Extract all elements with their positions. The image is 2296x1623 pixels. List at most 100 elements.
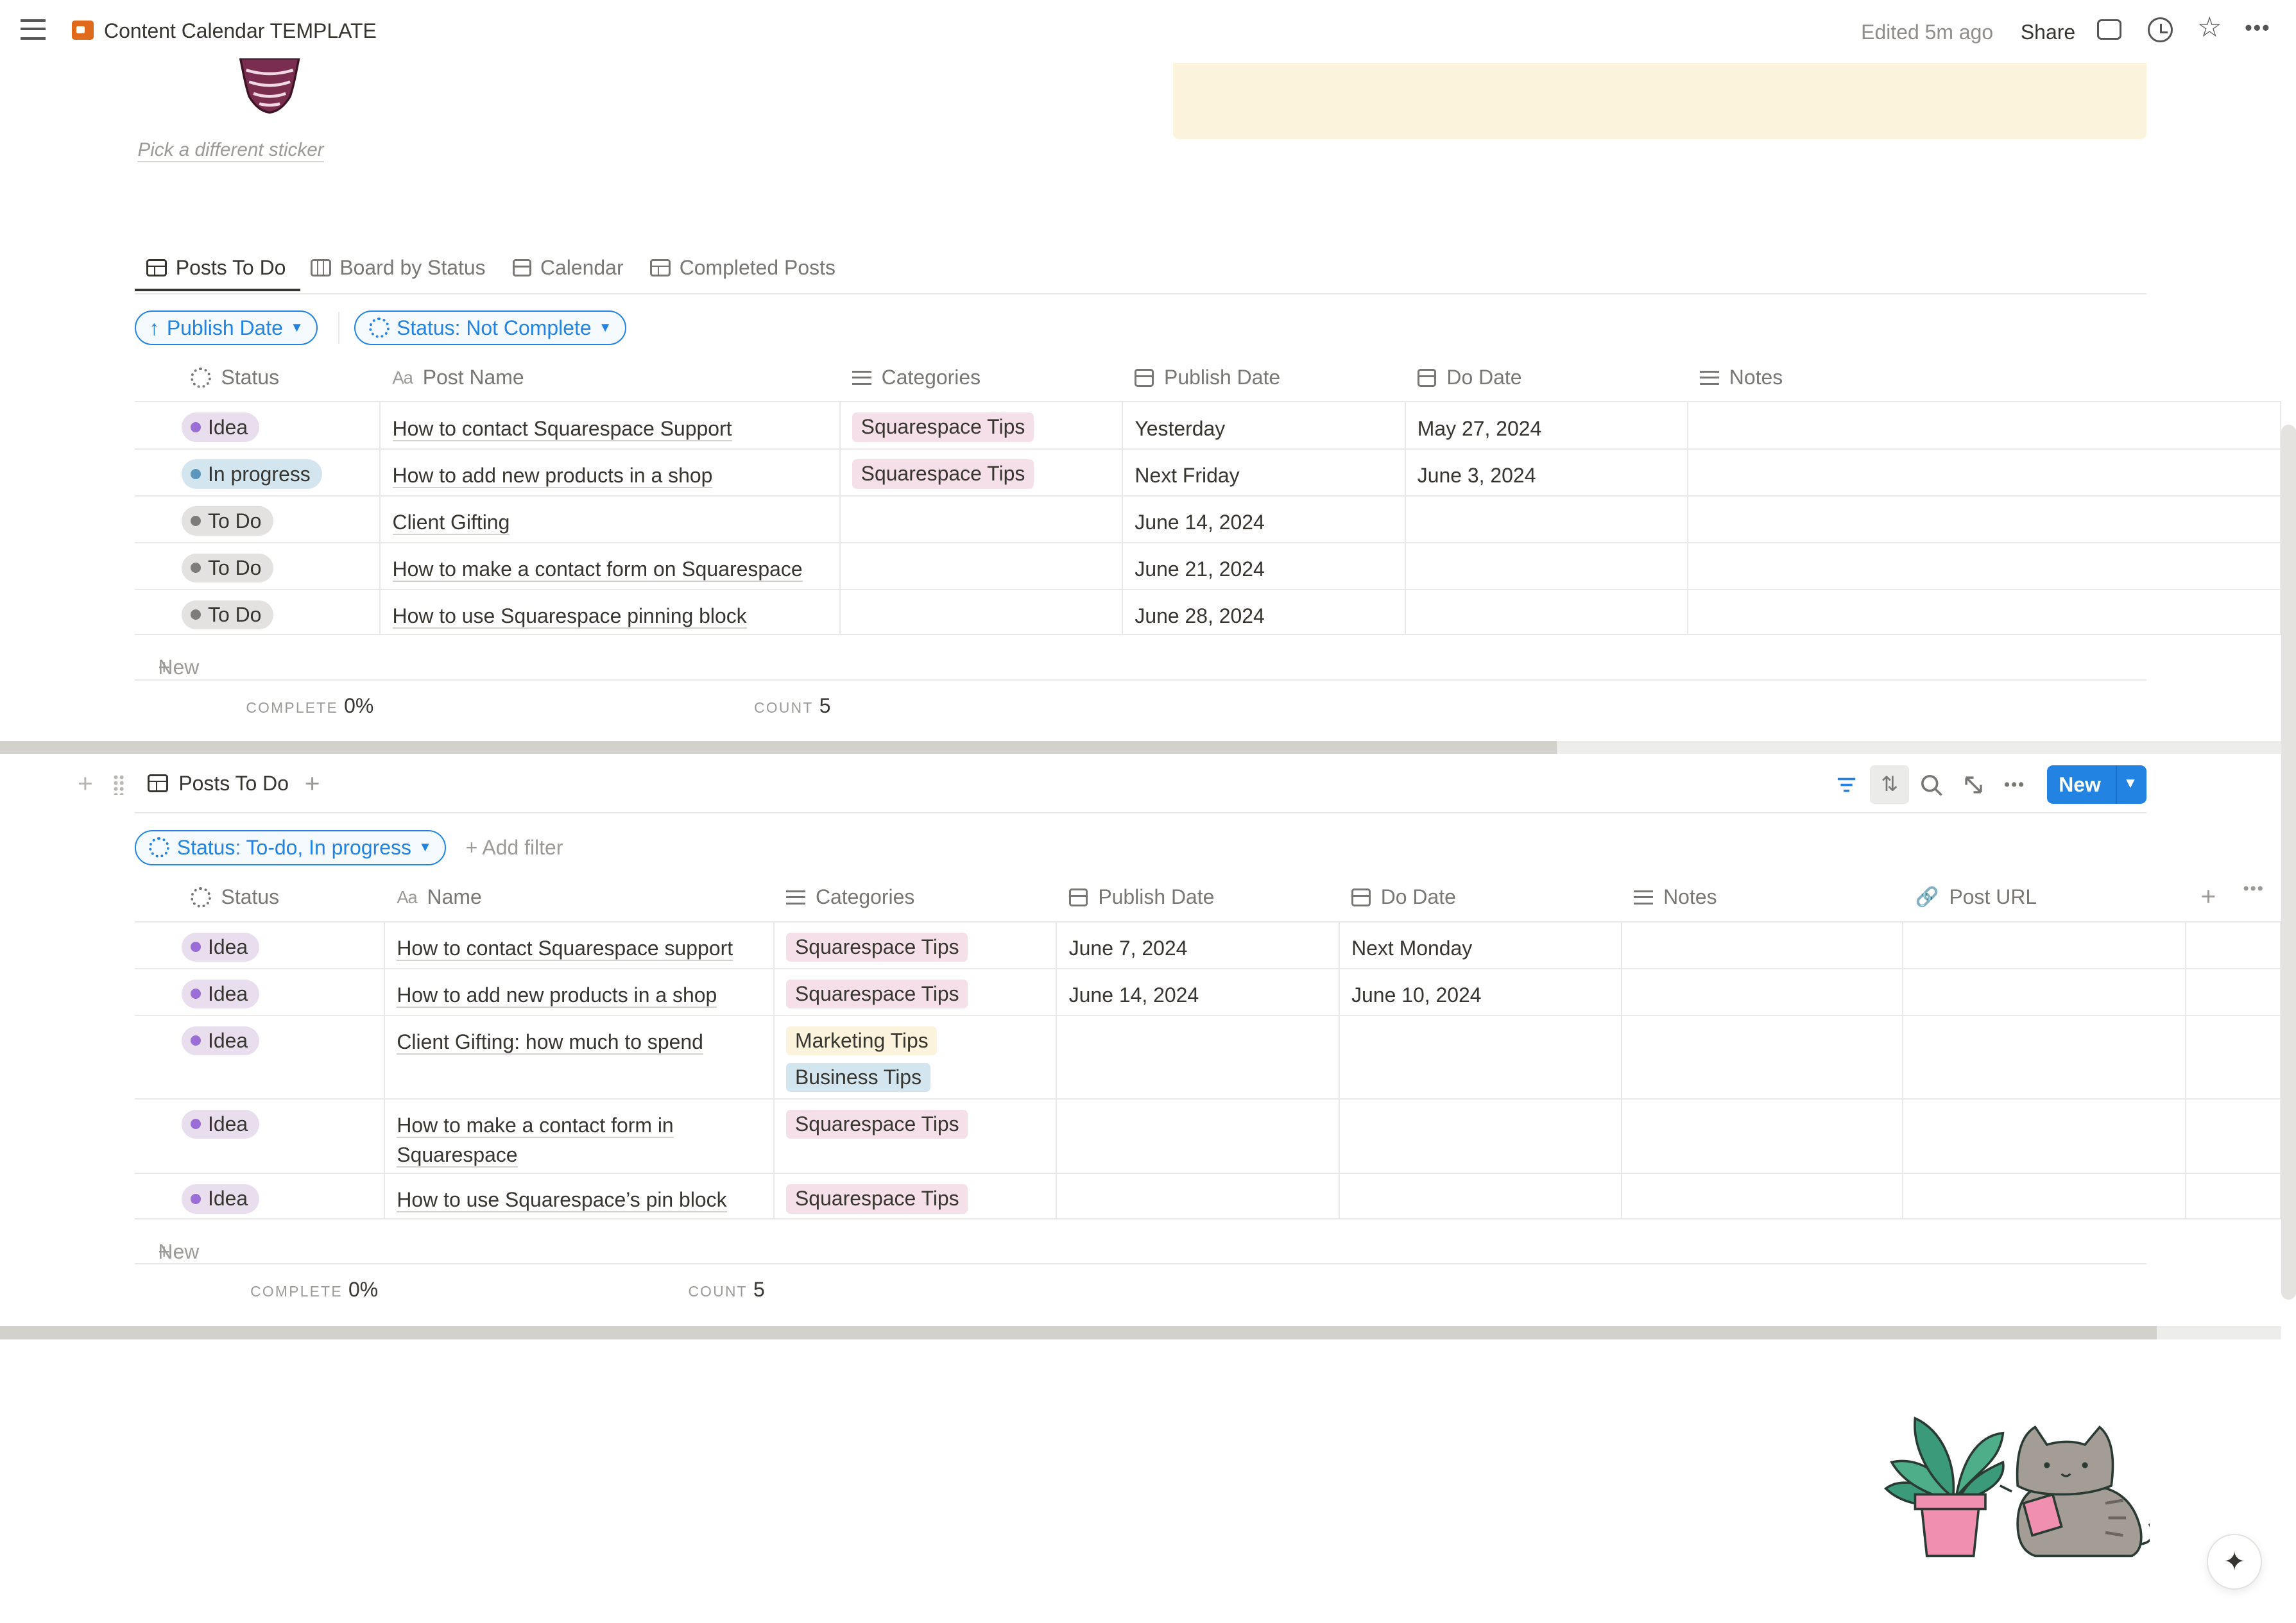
post-name[interactable]: How to contact Squarespace support [397,936,733,961]
status-badge[interactable]: Idea [181,1109,260,1139]
categories-cell[interactable]: Squarespace Tips [841,402,1124,448]
publish-date-cell[interactable]: June 7, 2024 [1057,922,1340,968]
share-button[interactable]: Share [2020,20,2076,44]
table-row[interactable]: Idea How to use Squarespace’s pin block S… [134,1174,2282,1219]
post-name[interactable]: Client Gifting: how much to spend [397,1030,703,1055]
name-cell[interactable]: Client Gifting: how much to spend [385,1015,775,1098]
status-badge[interactable]: Idea [181,932,260,962]
comment-icon[interactable] [2096,19,2122,40]
vertical-scrollbar[interactable] [2281,424,2296,1300]
column-header[interactable]: Do Date [1351,885,1456,909]
empty-cell[interactable] [1688,449,2282,495]
table-row[interactable]: Idea How to contact Squarespace support S… [134,922,2282,969]
status-cell[interactable]: Idea [135,1174,386,1218]
horizontal-scrollbar[interactable] [0,1326,2282,1339]
post-name[interactable]: How to add new products in a shop [397,983,717,1008]
star-icon[interactable]: ☆ [2197,12,2222,43]
category-tag[interactable]: Squarespace Tips [852,459,1034,489]
do-date-cell[interactable] [1406,543,1688,589]
table-row[interactable]: Idea How to add new products in a shop Sq… [134,969,2282,1016]
more-options-icon[interactable]: ••• [2004,775,2026,794]
table-row[interactable]: To Do How to use Squarespace pinning blo… [134,590,2282,636]
empty-cell[interactable] [2186,1174,2282,1218]
empty-cell[interactable] [1622,1099,1904,1173]
pick-sticker-link[interactable]: Pick a different sticker [137,139,324,162]
do-date-cell[interactable]: May 27, 2024 [1406,402,1688,448]
tab-calendar[interactable]: Calendar [512,251,624,284]
more-icon[interactable]: ••• [2245,15,2271,39]
status-badge[interactable]: Idea [181,1184,260,1214]
post-name[interactable]: How to make a contact form on Squarespac… [392,557,803,582]
history-icon[interactable] [2148,17,2173,43]
name-cell[interactable]: Client Gifting [381,496,841,542]
name-cell[interactable]: How to add new products in a shop [381,449,841,495]
status-filter-pill[interactable]: Status: Not Complete ▼ [354,310,626,346]
tab-posts-to-do[interactable]: Posts To Do [146,251,286,284]
empty-cell[interactable] [1903,969,2186,1015]
column-header[interactable]: Aa Post Name [393,366,524,389]
horizontal-scrollbar[interactable] [0,740,2282,754]
filter-icon[interactable] [1833,772,1860,798]
status-cell[interactable]: To Do [135,496,381,542]
name-cell[interactable]: How to make a contact form on Squarespac… [381,543,841,589]
menu-icon[interactable] [20,19,46,40]
do-date-cell[interactable] [1406,496,1688,542]
status-badge[interactable]: In progress [181,459,323,489]
category-tag[interactable]: Squarespace Tips [786,1184,968,1214]
do-date-cell[interactable] [1340,1015,1623,1098]
category-tag[interactable]: Squarespace Tips [786,932,968,962]
table-row[interactable]: In progress How to add new products in a… [134,449,2282,497]
column-header[interactable]: Notes [1700,366,1783,389]
status-badge[interactable]: To Do [181,506,273,536]
publish-date-cell[interactable]: June 21, 2024 [1123,543,1406,589]
categories-cell[interactable] [841,590,1124,634]
database-title[interactable]: Posts To Do [148,772,289,795]
column-header[interactable]: Categories [786,885,914,909]
do-date-cell[interactable] [1406,590,1688,634]
status-cell[interactable]: To Do [135,543,381,589]
empty-cell[interactable] [1622,969,1904,1015]
do-date-cell[interactable] [1340,1099,1623,1173]
publish-date-cell[interactable]: June 28, 2024 [1123,590,1406,634]
tab-board-by-status[interactable]: Board by Status [310,251,486,284]
empty-cell[interactable] [1622,1015,1904,1098]
column-header[interactable]: Aa Name [397,885,481,909]
empty-cell[interactable] [2186,1099,2282,1173]
column-header[interactable]: Status [190,366,279,389]
table-row[interactable]: Idea Client Gifting: how much to spend Ma… [134,1015,2282,1100]
categories-cell[interactable] [841,543,1124,589]
table-row[interactable]: Idea How to contact Squarespace Support S… [134,402,2282,450]
post-name[interactable]: How to contact Squarespace Support [392,416,732,441]
status-badge[interactable]: Idea [181,979,260,1009]
empty-cell[interactable] [1688,543,2282,589]
status-cell[interactable]: Idea [135,969,386,1015]
status-cell[interactable]: Idea [135,922,386,968]
post-name[interactable]: How to use Squarespace’s pin block [397,1188,727,1213]
column-header[interactable]: 🔗 Post URL [1915,885,2037,909]
do-date-cell[interactable]: Next Monday [1340,922,1623,968]
categories-cell[interactable]: Marketing Tips Business Tips [775,1015,1058,1098]
column-more-icon[interactable]: ••• [2243,879,2265,898]
name-cell[interactable]: How to use Squarespace pinning block [381,590,841,634]
add-column-icon[interactable]: + [2200,881,2216,911]
empty-cell[interactable] [1903,922,2186,968]
publish-date-cell[interactable]: June 14, 2024 [1057,969,1340,1015]
categories-cell[interactable] [841,496,1124,542]
post-name[interactable]: How to add new products in a shop [392,463,713,488]
sort-publish-date-pill[interactable]: ↑ Publish Date ▼ [134,310,318,346]
do-date-cell[interactable]: June 3, 2024 [1406,449,1688,495]
publish-date-cell[interactable] [1057,1099,1340,1173]
calc-complete[interactable]: COMPLETE 0% [250,1278,378,1302]
post-name[interactable]: How to make a contact form in Squarespac… [397,1113,674,1168]
categories-cell[interactable]: Squarespace Tips [775,1099,1058,1173]
category-tag[interactable]: Squarespace Tips [786,979,968,1009]
name-cell[interactable]: How to use Squarespace’s pin block [385,1174,775,1218]
status-badge[interactable]: To Do [181,600,273,630]
column-header[interactable]: Categories [852,366,981,389]
status-badge[interactable]: Idea [181,1026,260,1056]
empty-cell[interactable] [1622,1174,1904,1218]
column-header[interactable]: Notes [1634,885,1717,909]
publish-date-cell[interactable]: Next Friday [1123,449,1406,495]
sticker-icon[interactable] [237,58,302,114]
status-cell[interactable]: Idea [135,1015,386,1098]
